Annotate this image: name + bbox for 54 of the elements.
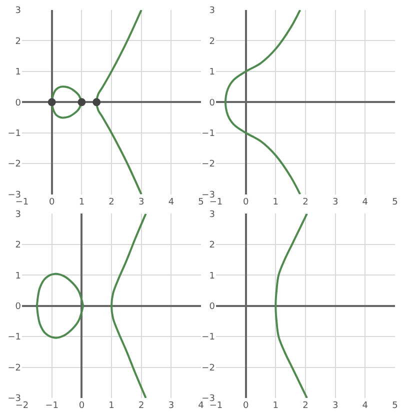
- x-tick-label: 4: [362, 401, 368, 411]
- y-tick-label: −3: [8, 394, 21, 404]
- x-tick-label: −1: [45, 401, 58, 411]
- y-tick-label: 1: [15, 271, 21, 282]
- y-tick-label: 3: [15, 6, 21, 16]
- x-tick-label: 4: [168, 197, 174, 208]
- x-tick-label: 3: [332, 401, 338, 411]
- x-tick-label: 3: [138, 197, 144, 208]
- x-tick-label: 0: [48, 197, 55, 208]
- y-tick-label: 2: [209, 36, 215, 47]
- x-tick-label: 2: [302, 401, 308, 411]
- y-tick-label: −2: [202, 160, 215, 170]
- x-tick-label: 2: [138, 401, 144, 411]
- y-tick-label: −3: [8, 190, 21, 200]
- x-tick-label: 5: [392, 197, 398, 208]
- y-tick-label: 3: [15, 210, 21, 220]
- y-tick-label: −2: [8, 363, 21, 374]
- y-tick-label: −1: [8, 332, 21, 343]
- x-tick-label: 1: [78, 197, 85, 208]
- x-tick-label: 1: [108, 401, 114, 411]
- y-tick-label: 1: [15, 68, 21, 78]
- x-tick-label: 0: [242, 401, 249, 411]
- y-tick-label: 3: [209, 6, 215, 16]
- x-tick-label: 3: [168, 401, 174, 411]
- y-tick-label: −3: [202, 190, 215, 200]
- x-tick-label: 5: [392, 401, 398, 411]
- y-tick-label: −2: [202, 363, 215, 374]
- y-tick-label: 0: [15, 98, 22, 108]
- x-tick-label: 4: [198, 401, 204, 411]
- y-tick-label: 2: [15, 36, 21, 47]
- x-tick-label: 1: [272, 197, 279, 208]
- y-tick-label: 1: [209, 68, 215, 78]
- x-tick-label: 0: [78, 401, 85, 411]
- y-tick-label: 3: [209, 210, 215, 220]
- y-tick-label: 1: [209, 271, 215, 282]
- y-tick-label: 2: [209, 240, 215, 251]
- y-tick-label: 2: [15, 240, 21, 251]
- x-tick-label: 5: [198, 197, 204, 208]
- y-tick-label: −1: [202, 332, 215, 343]
- x-tick-label: 3: [332, 197, 338, 208]
- y-tick-label: −3: [202, 394, 215, 404]
- x-tick-label: 1: [272, 401, 279, 411]
- y-tick-label: 0: [209, 302, 216, 312]
- y-tick-label: 0: [15, 302, 22, 312]
- line-series: [224, 10, 302, 194]
- x-tick-label: 0: [242, 197, 249, 208]
- y-tick-label: −1: [8, 129, 21, 140]
- y-tick-label: −2: [8, 160, 21, 170]
- y-tick-label: −1: [202, 129, 215, 140]
- line-series: [274, 214, 308, 398]
- y-tick-label: 0: [209, 98, 216, 108]
- x-tick-label: 2: [108, 197, 114, 208]
- x-tick-label: 2: [302, 197, 308, 208]
- x-tick-label: 4: [362, 197, 368, 208]
